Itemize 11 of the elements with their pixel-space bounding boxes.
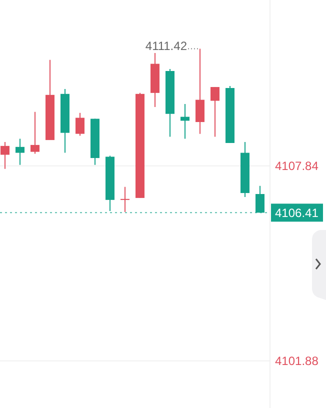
candlestick xyxy=(210,86,220,138)
annotation: 4111.42 xyxy=(145,38,188,53)
candlestick xyxy=(16,138,24,166)
y-tick-label: 4107.84 xyxy=(275,159,319,174)
candlestick xyxy=(196,48,204,134)
candlestick xyxy=(30,111,40,154)
candlestick xyxy=(76,112,84,136)
ref-line-label: 4106.41 xyxy=(275,206,319,220)
y-tick-label: 4101.88 xyxy=(275,354,319,368)
candlestick xyxy=(0,142,10,170)
candlestick xyxy=(120,186,130,213)
